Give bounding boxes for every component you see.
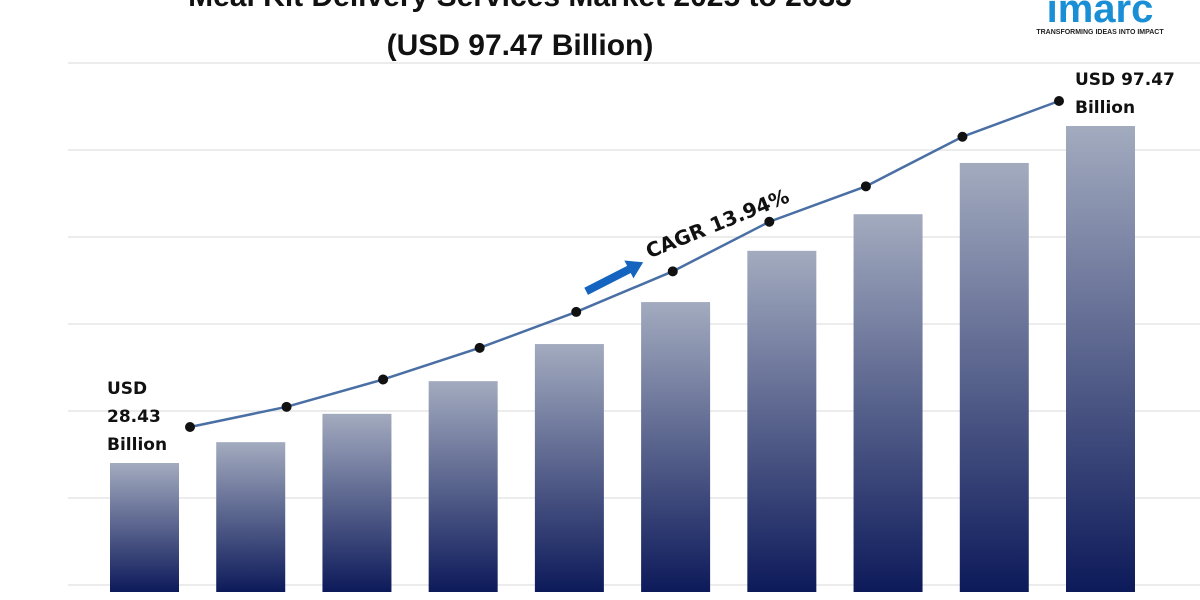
bar [322, 413, 392, 592]
bar [747, 250, 817, 593]
bar [534, 344, 604, 592]
bar [428, 381, 498, 592]
chart-title: Meal Kit Delivery Services Market 2025 t… [188, 0, 852, 13]
bar [641, 302, 711, 592]
cagr-arrow [584, 260, 644, 295]
value-label: USD 97.47 Billion [1075, 70, 1175, 118]
bar [110, 463, 179, 592]
trend-dot [474, 342, 485, 353]
trend-dot [185, 422, 195, 432]
trend-dot [764, 216, 775, 227]
trend-dot [571, 306, 582, 317]
trend-line [189, 99, 1060, 429]
value-label: USD 28.43 Billion [107, 379, 168, 455]
trend-dot [378, 374, 389, 385]
trend-dot [957, 131, 968, 142]
bar [1066, 126, 1135, 592]
logo: imarc [1047, 0, 1154, 31]
logo-tagline: TRANSFORMING IDEAS INTO IMPACT [1036, 29, 1164, 36]
bar [853, 214, 923, 592]
trend-dot [281, 401, 292, 412]
trend-dot [1054, 96, 1064, 106]
trend-dot [667, 266, 678, 277]
bar [959, 162, 1029, 592]
chart-subtitle: (USD 97.47 Billion) [387, 29, 654, 62]
trend-dot [860, 181, 871, 192]
bar [216, 442, 286, 592]
